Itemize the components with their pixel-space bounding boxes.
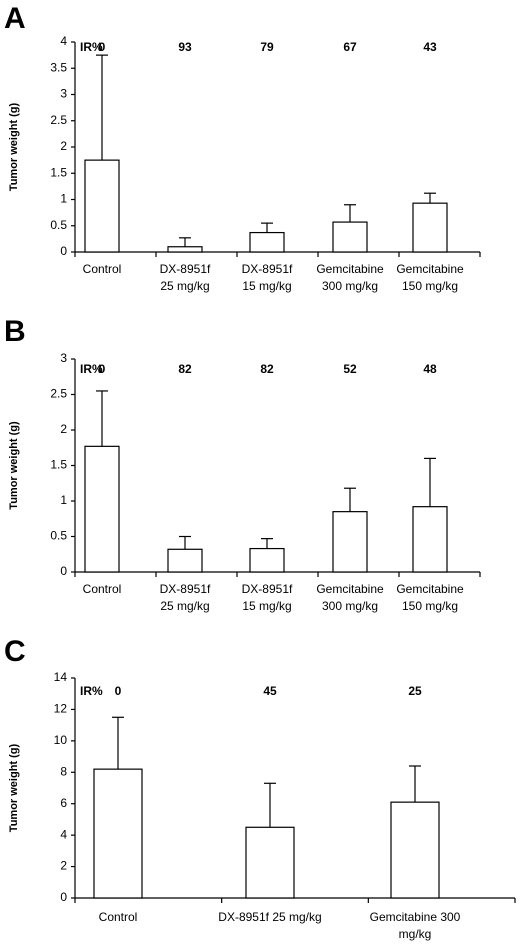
y-tick-label: 4 [60,827,67,841]
x-tick-label: Gemcitabine [316,262,384,276]
x-tick-label: Control [83,582,122,596]
ir-value: 25 [408,684,422,698]
y-tick-label: 12 [54,702,68,716]
ir-value: 43 [423,40,437,54]
y-tick-label: 0.5 [50,218,67,232]
bar [249,231,285,253]
y-tick-label: 0 [60,564,67,578]
y-tick-label: 4 [60,34,67,48]
y-axis-label: Tumor weight (g) [8,421,20,510]
bar [245,826,295,899]
y-tick-label: 6 [60,796,67,810]
ir-value: 48 [423,362,437,376]
y-axis-label: Tumor weight (g) [8,743,20,832]
ir-value: 0 [99,362,106,376]
y-tick-label: 2 [60,139,67,153]
x-tick-label: DX-8951f [242,262,293,276]
y-tick-label: 0 [60,890,67,904]
y-tick-label: 1.5 [50,165,67,179]
bar [167,548,203,573]
ir-value: 0 [115,684,122,698]
y-tick-label: 0.5 [50,529,67,543]
bar [249,547,285,573]
ir-value: 45 [263,684,277,698]
ir-value: 82 [178,362,192,376]
x-tick-label: Gemcitabine [396,582,464,596]
x-tick-label: DX-8951f 25 mg/kg [218,910,321,924]
y-tick-label: 8 [60,764,67,778]
y-tick-label: 3 [60,351,67,365]
x-tick-label: 300 mg/kg [322,599,378,613]
x-tick-label: Gemcitabine 300 [370,910,461,924]
y-tick-label: 2.5 [50,113,67,127]
x-tick-label: Gemcitabine [316,582,384,596]
x-tick-label: 25 mg/kg [160,599,209,613]
panel-letter: B [4,315,26,348]
ir-value: 0 [99,40,106,54]
bar [332,221,368,253]
y-tick-label: 14 [54,670,68,684]
x-tick-label: Control [99,910,138,924]
y-tick-label: 10 [54,733,68,747]
y-tick-label: 2 [60,859,67,873]
x-tick-label: 300 mg/kg [322,279,378,293]
y-tick-label: 2 [60,422,67,436]
bar [390,801,440,899]
x-tick-label: 25 mg/kg [160,279,209,293]
ir-label: IR% [80,362,103,376]
x-tick-label: mg/kg [399,927,432,941]
x-tick-label: 150 mg/kg [402,279,458,293]
panel-letter: C [4,635,26,668]
ir-value: 79 [260,40,274,54]
ir-label: IR% [80,40,103,54]
y-tick-label: 3.5 [50,60,67,74]
x-tick-label: 15 mg/kg [242,279,291,293]
ir-label: IR% [80,684,103,698]
bar [84,159,120,253]
y-tick-label: 2.5 [50,387,67,401]
bar [167,246,203,253]
bar [412,202,448,253]
y-axis-label: Tumor weight (g) [8,102,20,191]
y-tick-label: 3 [60,87,67,101]
x-tick-label: DX-8951f [242,582,293,596]
y-tick-label: 0 [60,244,67,258]
bar [332,511,368,573]
y-tick-label: 1.5 [50,458,67,472]
bar [84,445,120,573]
bar [412,506,448,573]
ir-value: 82 [260,362,274,376]
x-tick-label: Gemcitabine [396,262,464,276]
ir-value: 52 [343,362,357,376]
x-tick-label: DX-8951f [160,262,211,276]
ir-value: 67 [343,40,357,54]
x-tick-label: 150 mg/kg [402,599,458,613]
y-tick-label: 1 [60,192,67,206]
ir-value: 93 [178,40,192,54]
bar [93,768,143,899]
x-tick-label: 15 mg/kg [242,599,291,613]
x-tick-label: DX-8951f [160,582,211,596]
y-tick-label: 1 [60,493,67,507]
x-tick-label: Control [83,262,122,276]
panel-letter: A [4,2,26,35]
